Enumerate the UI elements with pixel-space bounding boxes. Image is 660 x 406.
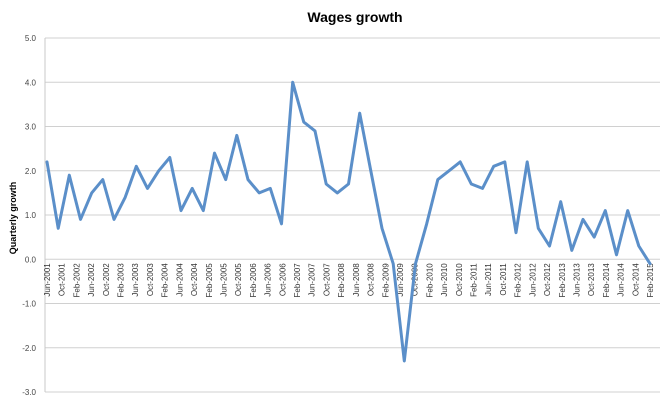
y-tick-label: -2.0 bbox=[22, 344, 36, 353]
y-tick-label: -1.0 bbox=[22, 300, 36, 309]
x-tick-label: Oct-2010 bbox=[455, 263, 464, 296]
x-tick-label: Jun-2002 bbox=[87, 263, 96, 297]
x-tick-label: Feb-2009 bbox=[381, 263, 390, 298]
y-tick-label: 4.0 bbox=[25, 78, 37, 87]
x-tick-label: Oct-2012 bbox=[543, 263, 552, 296]
x-tick-label: Feb-2010 bbox=[425, 263, 434, 298]
y-tick-label: 5.0 bbox=[25, 34, 37, 43]
x-tick-label: Feb-2008 bbox=[337, 263, 346, 298]
x-tick-label: Jun-2003 bbox=[131, 263, 140, 297]
x-tick-label: Feb-2003 bbox=[117, 263, 126, 298]
x-tick-label: Oct-2006 bbox=[278, 263, 287, 296]
x-tick-label: Oct-2001 bbox=[58, 263, 67, 296]
x-tick-label: Jun-2006 bbox=[264, 263, 273, 297]
x-tick-label: Jun-2009 bbox=[396, 263, 405, 297]
x-tick-label: Jun-2007 bbox=[308, 263, 317, 297]
x-tick-label: Oct-2003 bbox=[146, 263, 155, 296]
y-tick-label: 2.0 bbox=[25, 167, 37, 176]
x-tick-label: Feb-2014 bbox=[602, 263, 611, 298]
series-line bbox=[45, 80, 652, 363]
x-tick-label: Feb-2007 bbox=[293, 263, 302, 298]
x-tick-label: Jun-2005 bbox=[219, 263, 228, 297]
x-tick-label: Jun-2004 bbox=[175, 263, 184, 297]
x-tick-label: Feb-2015 bbox=[646, 263, 655, 298]
chart-title: Wages growth bbox=[307, 9, 402, 25]
x-tick-label: Jun-2011 bbox=[484, 263, 493, 296]
x-tick-label: Oct-2004 bbox=[190, 263, 199, 296]
x-tick-label: Feb-2004 bbox=[161, 263, 170, 298]
x-tick-label: Oct-2007 bbox=[322, 263, 331, 296]
x-tick-label: Jun-2010 bbox=[440, 263, 449, 297]
y-axis-title: Quarterly growth bbox=[8, 182, 18, 255]
y-tick-label: 0.0 bbox=[25, 255, 37, 264]
x-tick-label: Jun-2001 bbox=[43, 263, 52, 297]
y-tick-label: -3.0 bbox=[22, 388, 36, 397]
x-tick-label: Feb-2005 bbox=[205, 263, 214, 298]
x-tick-label: Oct-2013 bbox=[587, 263, 596, 296]
x-tick-label: Oct-2014 bbox=[631, 263, 640, 296]
x-tick-label: Jun-2014 bbox=[617, 263, 626, 297]
x-tick-label: Oct-2002 bbox=[102, 263, 111, 296]
x-tick-label: Feb-2006 bbox=[249, 263, 258, 298]
x-tick-label: Feb-2013 bbox=[558, 263, 567, 298]
x-tick-label: Feb-2011 bbox=[470, 263, 479, 297]
x-tick-label: Jun-2012 bbox=[528, 263, 537, 297]
x-tick-label: Feb-2002 bbox=[72, 263, 81, 298]
x-tick-label: Oct-2011 bbox=[499, 263, 508, 296]
x-tick-label: Feb-2012 bbox=[514, 263, 523, 298]
x-tick-label: Oct-2005 bbox=[234, 263, 243, 296]
x-tick-label: Jun-2008 bbox=[352, 263, 361, 297]
y-tick-label: 1.0 bbox=[25, 211, 37, 220]
y-tick-label: 3.0 bbox=[25, 123, 37, 132]
x-tick-label: Jun-2013 bbox=[572, 263, 581, 297]
x-tick-label: Oct-2008 bbox=[367, 263, 376, 296]
